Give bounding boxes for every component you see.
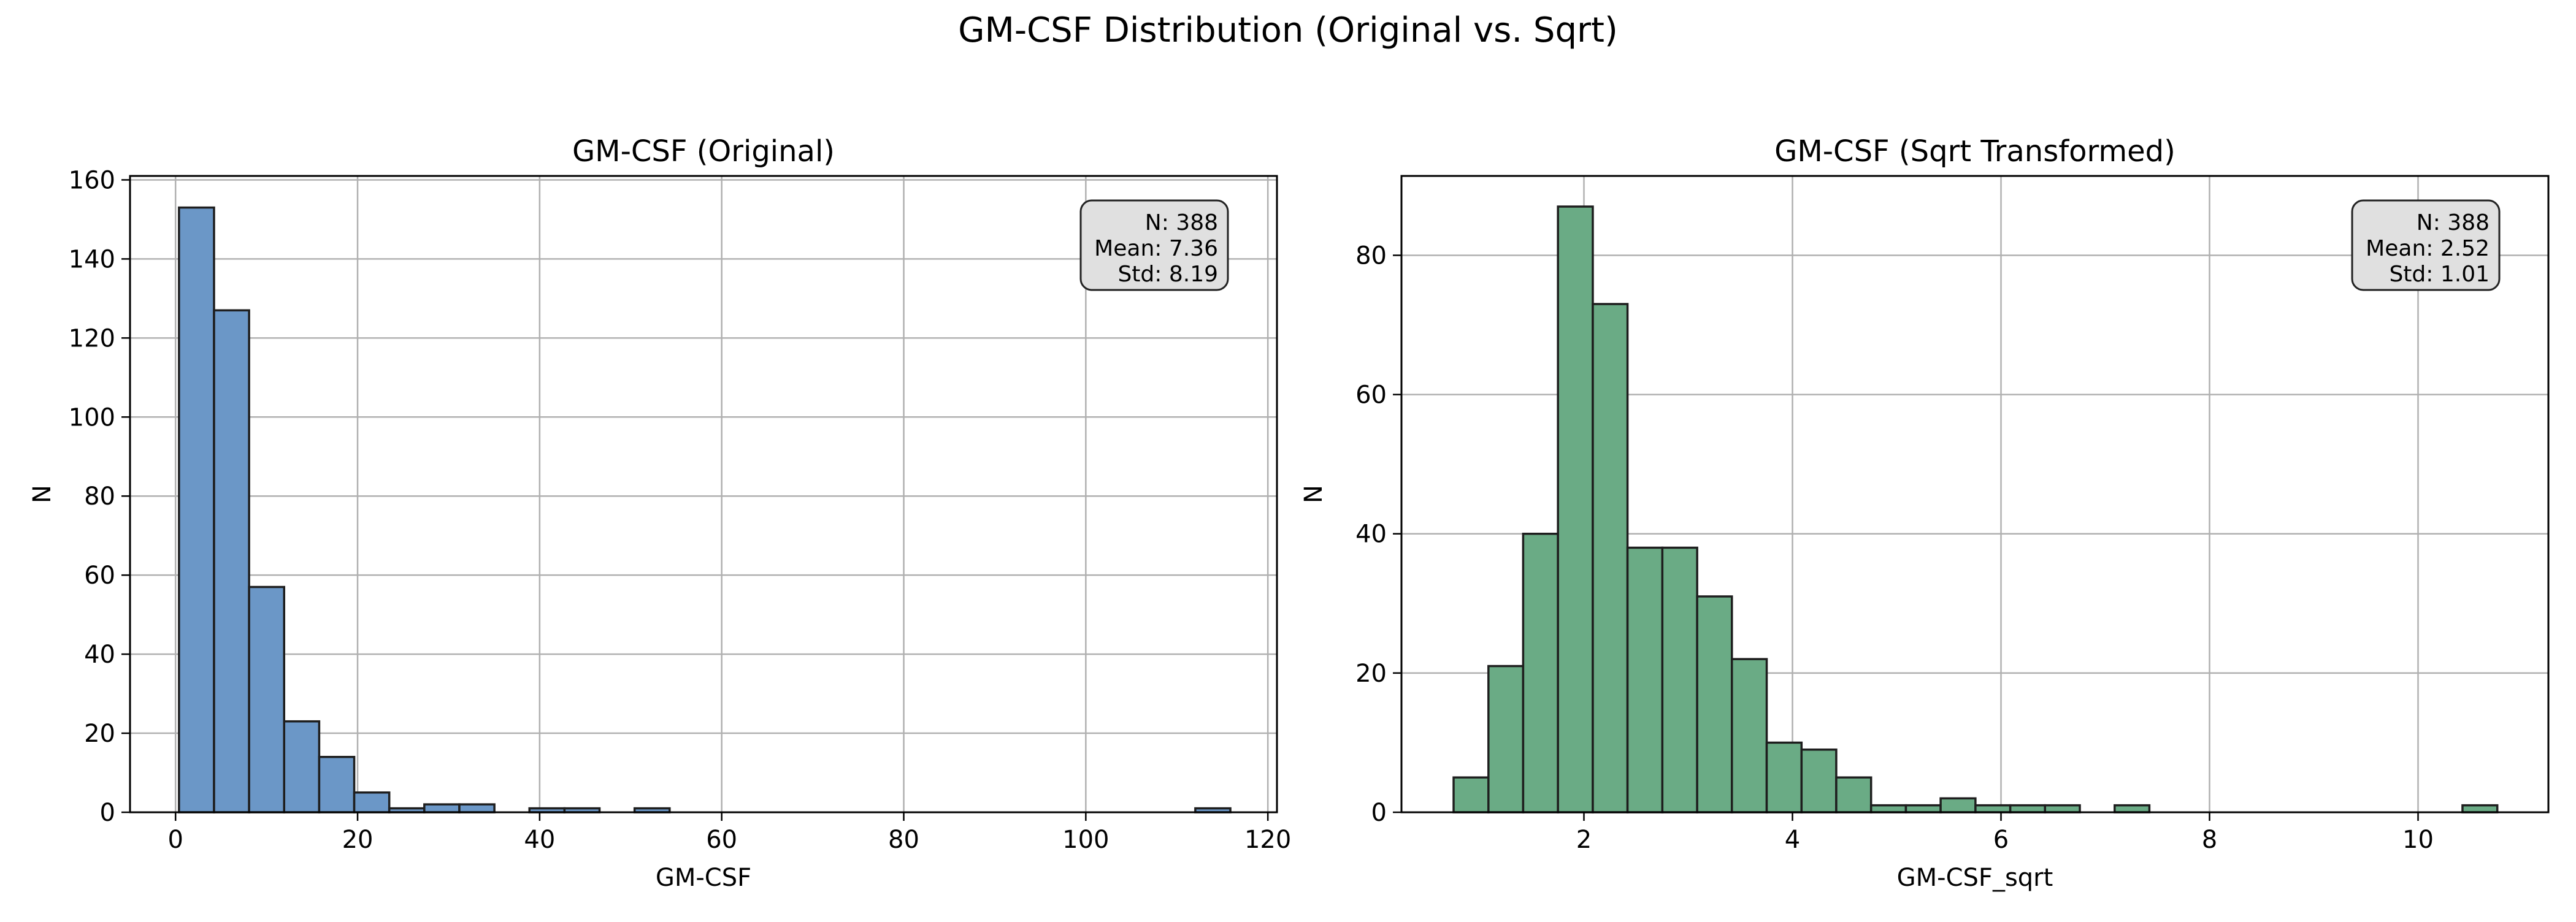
histogram-bar xyxy=(1730,658,1768,813)
x-tick-label: 8 xyxy=(2202,826,2217,854)
subplot-title: GM-CSF (Sqrt Transformed) xyxy=(1774,134,2175,169)
histogram-bar xyxy=(1904,804,1942,813)
x-tick-label: 20 xyxy=(342,826,374,854)
histogram-bar xyxy=(1869,804,1907,813)
x-tick-label: 6 xyxy=(1993,826,2009,854)
stats-box xyxy=(1079,199,1229,291)
x-tick-label: 120 xyxy=(1244,826,1291,854)
stats-text: Std: 8.19 xyxy=(1117,262,1218,287)
y-tick-label: 140 xyxy=(69,245,115,273)
histogram-bar xyxy=(1626,546,1664,813)
x-tick-label: 80 xyxy=(888,826,919,854)
figure-title: GM-CSF Distribution (Original vs. Sqrt) xyxy=(958,10,1618,50)
y-tick-label: 20 xyxy=(1355,660,1387,688)
x-tick-label: 0 xyxy=(167,826,183,854)
histogram-bar xyxy=(178,206,215,813)
y-tick-label: 40 xyxy=(1355,520,1387,549)
x-tick-label: 10 xyxy=(2402,826,2434,854)
histogram-bar xyxy=(1939,797,1977,813)
y-axis-label: N xyxy=(1300,485,1328,503)
histogram-bar xyxy=(1974,804,2012,813)
axes-frame xyxy=(129,175,1278,813)
stats-text: Std: 1.01 xyxy=(2389,262,2490,287)
stats-text: Mean: 2.52 xyxy=(2366,236,2490,261)
histogram-bar xyxy=(1661,546,1698,813)
x-axis-label: GM-CSF xyxy=(656,864,751,892)
histogram-bar xyxy=(248,585,286,813)
y-axis-label: N xyxy=(28,485,56,503)
histogram-bar xyxy=(318,755,356,813)
histogram-bar xyxy=(1557,205,1594,813)
y-tick-label: 0 xyxy=(1371,799,1387,827)
x-tick-label: 4 xyxy=(1785,826,1800,854)
x-axis-label: GM-CSF_sqrt xyxy=(1897,864,2053,892)
histogram-bar xyxy=(423,803,461,813)
histogram-bar xyxy=(1452,776,1490,813)
x-tick-label: 100 xyxy=(1062,826,1109,854)
y-tick-label: 160 xyxy=(69,166,115,194)
x-tick-label: 40 xyxy=(524,826,555,854)
x-tick-label: 60 xyxy=(706,826,737,854)
histogram-bar xyxy=(458,803,496,813)
stats-text: N: 388 xyxy=(2417,210,2490,235)
y-tick-label: 120 xyxy=(69,324,115,352)
y-tick-label: 20 xyxy=(84,720,115,748)
y-tick-label: 60 xyxy=(84,562,115,590)
histogram-bar xyxy=(353,791,391,813)
histogram-bar xyxy=(1592,303,1629,813)
subplot-title: GM-CSF (Original) xyxy=(572,134,835,169)
y-tick-label: 0 xyxy=(100,799,115,827)
histogram-bar xyxy=(1696,595,1733,813)
histogram-bar xyxy=(283,720,321,813)
histogram-panel-sqrt: 2 4 6 8 10 0 20 40 60 80 GM-CSF (Sqrt Transformed)… xyxy=(1300,134,2550,892)
histogram-panel-original: 0 20 40 60 80 100 120 0 20 40 60 80 100 120 140 160 GM-C… xyxy=(28,134,1291,892)
axes-frame xyxy=(1400,175,2550,813)
y-tick-label: 100 xyxy=(69,403,115,432)
histogram-bar xyxy=(2044,804,2081,813)
histogram-bar xyxy=(2461,804,2499,813)
y-tick-label: 80 xyxy=(1355,242,1387,270)
x-tick-label: 2 xyxy=(1576,826,1592,854)
histogram-bar xyxy=(1765,741,1803,813)
histogram-bar xyxy=(1835,776,1873,813)
histogram-bar xyxy=(1487,665,1525,813)
histogram-bar xyxy=(1522,532,1559,813)
y-tick-label: 40 xyxy=(84,641,115,669)
stats-text: N: 388 xyxy=(1145,210,1218,235)
histogram-bar xyxy=(213,309,250,813)
histogram-bar xyxy=(1800,749,1838,813)
y-tick-label: 60 xyxy=(1355,381,1387,410)
y-tick-label: 80 xyxy=(84,482,115,511)
histogram-bar xyxy=(2009,804,2046,813)
stats-box xyxy=(2351,199,2501,291)
stats-text: Mean: 7.36 xyxy=(1094,236,1218,261)
histogram-bar xyxy=(2114,804,2151,813)
